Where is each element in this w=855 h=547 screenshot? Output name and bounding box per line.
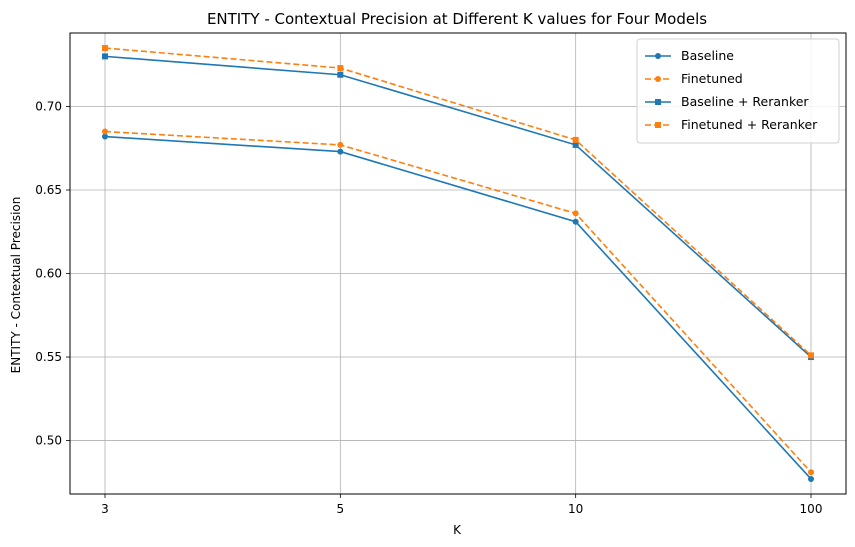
x-axis: 3 5 10 100 xyxy=(101,494,822,516)
x-tick-label: 5 xyxy=(337,502,345,516)
legend-label: Finetuned + Reranker xyxy=(681,117,818,132)
data-point-square xyxy=(572,136,579,143)
legend-marker xyxy=(655,122,661,128)
y-tick-label: 0.70 xyxy=(35,99,62,113)
data-point-square xyxy=(808,352,814,359)
data-point-circle xyxy=(337,141,344,148)
chart-title: ENTITY - Contextual Precision at Differe… xyxy=(207,10,707,28)
data-point-square xyxy=(102,53,108,60)
plot-area xyxy=(69,32,847,495)
legend-label: Baseline + Reranker xyxy=(681,94,809,109)
x-tick-label: 100 xyxy=(800,502,823,516)
series-line xyxy=(104,47,812,356)
series-line xyxy=(104,135,812,480)
series-line xyxy=(104,130,812,473)
y-axis: 0.50 0.55 0.60 0.65 0.70 xyxy=(35,99,70,448)
legend-label: Baseline xyxy=(681,48,734,63)
y-tick-label: 0.60 xyxy=(35,267,62,281)
data-point-square xyxy=(337,65,344,72)
y-tick-label: 0.55 xyxy=(35,350,62,364)
data-point-circle xyxy=(102,133,108,140)
data-point-square xyxy=(572,141,579,148)
data-point-square xyxy=(337,71,344,78)
data-point-circle xyxy=(572,210,579,217)
series-baseline xyxy=(102,133,814,482)
series-layer xyxy=(102,45,814,482)
legend-item: Finetuned + Reranker xyxy=(645,117,818,132)
y-tick-label: 0.65 xyxy=(35,183,62,197)
series-finetuned-reranker xyxy=(102,45,814,359)
data-point-circle xyxy=(102,128,108,135)
legend: Baseline Finetuned Baseline + Reranker Fine… xyxy=(636,38,840,144)
legend-marker xyxy=(655,53,661,59)
y-axis-label: ENTITY - Contextual Precision xyxy=(9,197,23,374)
y-tick-label: 0.50 xyxy=(35,434,62,448)
data-point-circle xyxy=(572,218,579,225)
legend-item: Baseline xyxy=(645,48,734,63)
legend-marker xyxy=(655,76,661,82)
data-point-square xyxy=(102,45,108,52)
series-line xyxy=(104,55,812,358)
legend-item: Baseline + Reranker xyxy=(645,94,809,109)
legend-box xyxy=(636,38,840,144)
legend-marker xyxy=(655,99,661,105)
data-point-circle xyxy=(337,148,344,155)
data-point-circle xyxy=(808,469,814,476)
x-tick-label: 3 xyxy=(101,502,109,516)
series-finetuned xyxy=(102,128,814,476)
x-axis-label: K xyxy=(453,523,462,537)
legend-item: Finetuned xyxy=(645,71,743,86)
data-point-circle xyxy=(808,475,814,482)
legend-label: Finetuned xyxy=(681,71,743,86)
x-tick-label: 10 xyxy=(568,502,583,516)
